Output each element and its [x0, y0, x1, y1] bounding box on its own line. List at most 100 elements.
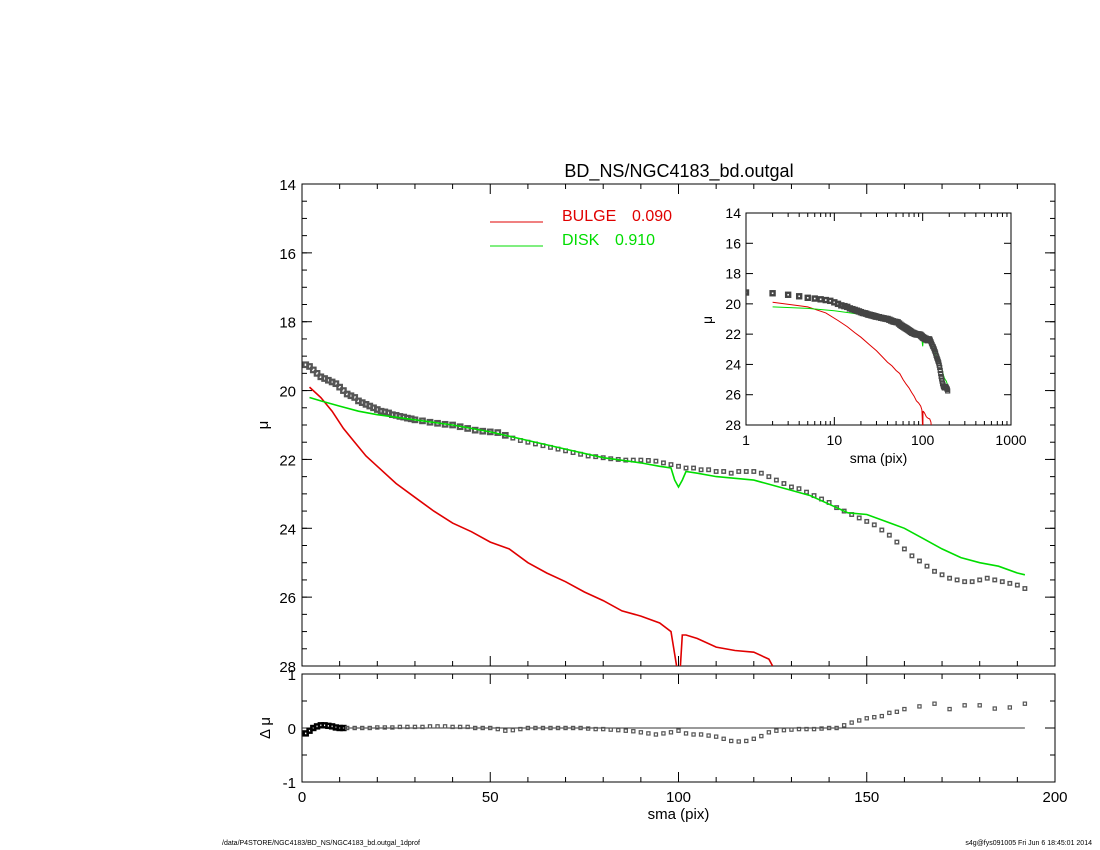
residual-point [721, 736, 726, 742]
data-point [962, 579, 968, 585]
x-tick-label: 100 [911, 432, 935, 448]
data-point [728, 470, 734, 476]
data-point [698, 467, 704, 473]
residual-point [759, 733, 764, 739]
y-tick-label: 26 [725, 387, 741, 403]
residual-point [525, 725, 531, 731]
chart-title: BD_NS/NGC4183_bd.outgal [564, 161, 793, 182]
x-tick-label: 100 [666, 789, 691, 806]
residual-point [397, 724, 403, 730]
residual-point [879, 713, 885, 719]
residual-point [518, 726, 523, 732]
residual-point [472, 725, 478, 731]
residual-point [902, 706, 907, 712]
residual-point [563, 725, 568, 731]
residual-point [736, 739, 741, 744]
data-point [856, 515, 862, 521]
data-point [653, 458, 659, 464]
residual-point [826, 725, 832, 731]
residual-point [646, 731, 651, 736]
residual-point [390, 725, 395, 730]
data-point [932, 568, 937, 574]
residual-point [382, 725, 388, 730]
x-tick-label: 50 [482, 789, 499, 806]
x-tick-label: 10 [827, 432, 843, 448]
data-point [766, 474, 772, 480]
residual-point [533, 725, 538, 731]
data-point [992, 577, 998, 583]
inset-data-point [937, 364, 943, 371]
x-tick-label: 0 [298, 789, 306, 806]
data-point [313, 370, 321, 377]
y-tick-label: 18 [279, 315, 296, 332]
data-point [871, 522, 877, 528]
y-axis-label: μ [699, 316, 715, 324]
y-tick-label: 16 [725, 235, 741, 251]
residual-point [465, 724, 470, 730]
y-tick-label: 18 [725, 266, 741, 282]
data-point [758, 470, 764, 476]
x-tick-label: 150 [854, 789, 879, 806]
data-point [804, 489, 809, 495]
residual-point [796, 726, 802, 732]
x-axis-label: sma (pix) [648, 806, 710, 823]
residual-point [442, 724, 448, 729]
y-tick-label: 0 [288, 721, 296, 738]
y-tick-label: 28 [725, 417, 741, 433]
residual-point [698, 732, 704, 737]
residual-point [435, 724, 440, 729]
inset-bulge-line [772, 301, 932, 425]
data-point [645, 458, 651, 463]
data-point [713, 469, 719, 474]
y-tick-label: 22 [725, 326, 741, 342]
data-point [1022, 586, 1028, 591]
data-point [977, 577, 983, 583]
y-tick-label: 26 [279, 590, 296, 607]
y-axis-label: μ [255, 421, 272, 430]
residual-point [631, 729, 636, 734]
inset-data-point [769, 290, 776, 297]
x-tick-label: 1 [742, 432, 750, 448]
x-tick-label: 200 [1042, 789, 1067, 806]
residual-point [375, 725, 380, 730]
inset-data-point [804, 294, 811, 301]
inset-data-point [784, 291, 792, 298]
disk-line [309, 396, 1026, 576]
data-point [332, 380, 340, 388]
data-point [721, 469, 727, 474]
inset-data-point [811, 295, 818, 302]
residual-point [774, 728, 779, 733]
data-point [706, 467, 712, 473]
residual-point [947, 706, 952, 712]
residual-point [766, 730, 772, 735]
residual-point [887, 710, 892, 716]
data-point [638, 457, 644, 463]
residual-point [713, 734, 719, 739]
residual-point [729, 738, 734, 744]
residual-point [420, 724, 425, 730]
footer-file-path: /data/P4STORE/NGC4183/BD_NS/NGC4183_bd.o… [222, 840, 420, 847]
data-point [676, 463, 681, 469]
data-point [309, 366, 317, 374]
residual-point [412, 724, 418, 730]
residual-point [495, 726, 500, 732]
residual-point [600, 726, 606, 732]
data-point [924, 563, 930, 569]
y-tick-label: 22 [279, 452, 296, 469]
y-tick-label: 14 [279, 177, 296, 194]
y-axis-label: Δ μ [257, 717, 274, 739]
residual-point [616, 727, 621, 733]
residual-point [540, 725, 546, 731]
residual-point [360, 725, 365, 731]
residual-point [488, 725, 493, 731]
data-point [660, 460, 666, 466]
residual-point [503, 728, 508, 733]
x-axis-label: sma (pix) [850, 450, 908, 466]
y-tick-label: 16 [279, 246, 296, 263]
residual-point [570, 725, 576, 731]
residual-point [744, 738, 749, 744]
data-point [917, 558, 922, 564]
residual-point [661, 731, 666, 736]
residual-point [480, 725, 485, 731]
